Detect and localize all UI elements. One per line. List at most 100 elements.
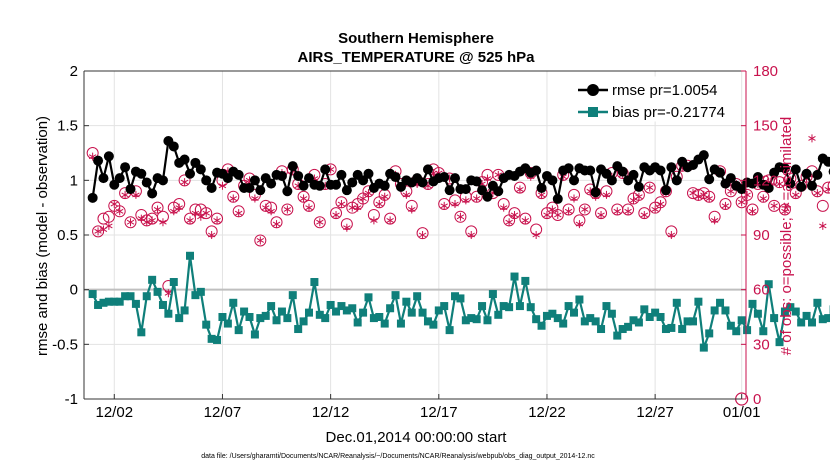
x-tick-label: 12/07 (204, 404, 242, 421)
rmse-point (157, 175, 168, 186)
y-right-tick-label: 30 (753, 336, 770, 353)
rmse-point (779, 163, 790, 174)
y-tick-label: 0.5 (57, 227, 78, 244)
obs-assimilated-marker (202, 209, 210, 218)
bias-point (807, 318, 816, 327)
rmse-point (633, 181, 644, 192)
obs-assimilated-marker (462, 196, 470, 205)
obs-possible-marker (281, 203, 294, 216)
rmse-point (347, 177, 358, 188)
rmse-point (185, 168, 196, 179)
bias-point (672, 298, 681, 307)
bias-point (342, 306, 351, 315)
obs-assimilated-marker (229, 194, 237, 203)
rmse-point (331, 179, 342, 190)
rmse-point (796, 181, 807, 192)
obs-assimilated-marker (656, 200, 665, 209)
obs-assimilated-marker (548, 205, 557, 214)
obs-assimilated-marker (813, 189, 822, 198)
bias-point (494, 310, 503, 319)
obs-assimilated-marker (186, 216, 194, 225)
obs-assimilated-marker (792, 190, 800, 199)
obs-assimilated-marker (510, 210, 519, 219)
rmse-point (206, 182, 217, 193)
obs-assimilated-marker (267, 207, 275, 216)
bias-point (564, 302, 573, 311)
bias-point (261, 311, 270, 320)
x-tick-label: 12/02 (96, 404, 134, 421)
obs-assimilated-marker (667, 231, 676, 239)
obs-assimilated-marker (597, 210, 605, 219)
bias-point (505, 303, 514, 312)
rmse-point (812, 169, 823, 180)
bias-point (148, 275, 157, 284)
bias-point (710, 306, 719, 315)
bias-point (191, 291, 200, 300)
rmse-point (536, 182, 547, 193)
bias-point (797, 318, 806, 327)
obs-assimilated-marker (602, 190, 611, 199)
obs-assimilated-marker (126, 218, 135, 227)
bias-point (186, 251, 195, 260)
rmse-point (120, 162, 131, 173)
obs-assimilated-marker (570, 194, 578, 203)
chart-title: Southern Hemisphere (338, 30, 494, 47)
bias-point (597, 325, 606, 334)
y-tick-label: -1 (65, 391, 78, 408)
bias-point (94, 300, 103, 309)
obs-assimilated-marker (483, 174, 492, 183)
obs-assimilated-marker (694, 192, 703, 201)
bias-point (591, 317, 600, 326)
bias-point (743, 326, 752, 335)
bias-point (759, 327, 768, 336)
obs-possible-marker (578, 203, 591, 216)
bias-point (467, 314, 476, 323)
obs-assimilated-marker (359, 194, 367, 203)
legend-rmse-label: rmse pr=1.0054 (612, 82, 717, 99)
bias-point (445, 326, 454, 335)
obs-assimilated-marker (759, 194, 768, 203)
bias-point (218, 313, 227, 321)
bias-point (770, 314, 779, 323)
obs-assimilated-marker (705, 194, 713, 203)
tick-labels: -1 -0.5 0 0.5 1 1.5 2 0 30 60 90 120 150 180 12/02 12/0… (52, 63, 778, 421)
bias-point (359, 308, 368, 317)
bias-point (234, 326, 243, 335)
rmse-point (628, 169, 639, 180)
y-right-tick-label: 150 (753, 118, 778, 135)
obs-assimilated-marker (651, 205, 659, 214)
obs-possible-marker (741, 188, 754, 201)
bias-point (510, 272, 519, 281)
bias-point (818, 315, 827, 324)
bias-point (115, 297, 124, 306)
rmse-point (320, 164, 331, 175)
obs-assimilated-marker (132, 190, 140, 199)
x-tick-label: 01/01 (723, 404, 761, 421)
obs-assimilated-marker (532, 231, 540, 239)
obs-assimilated-marker (748, 207, 757, 216)
rmse-point (660, 185, 671, 196)
rmse-point (785, 178, 796, 189)
y-right-tick-label: 90 (753, 227, 770, 244)
bias-point (310, 278, 319, 287)
rmse-point (363, 168, 374, 179)
bias-point (737, 316, 746, 325)
bias-point (764, 280, 773, 289)
bias-point (337, 302, 346, 311)
bias-point (602, 302, 611, 311)
obs-assimilated-marker (505, 218, 513, 227)
obs-assimilated-marker (213, 216, 221, 225)
obs-assimilated-marker (251, 194, 259, 203)
bias-point (229, 298, 238, 307)
bias-point (267, 302, 276, 311)
bias-point (667, 323, 676, 332)
bias-point (548, 309, 557, 318)
bias-point (288, 291, 297, 300)
obs-assimilated-marker (472, 194, 481, 203)
footnote: data file: /Users/gharamti/Documents/NCA… (201, 453, 595, 460)
bias-point (656, 313, 665, 321)
y-tick-label: -0.5 (52, 336, 78, 353)
bias-point (99, 298, 108, 307)
rmse-point (569, 175, 580, 186)
obs-assimilated-marker (207, 231, 216, 239)
